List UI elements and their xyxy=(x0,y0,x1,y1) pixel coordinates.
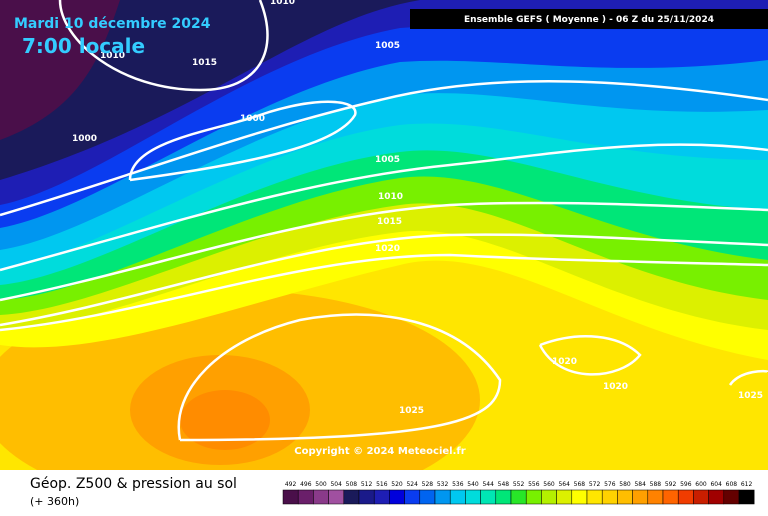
legend-label: 552 xyxy=(513,481,525,488)
footer-title: Géop. Z500 & pression au sol xyxy=(30,476,237,492)
legend-swatch xyxy=(693,489,709,505)
legend-swatch xyxy=(389,489,405,505)
legend-label: 556 xyxy=(528,481,540,488)
legend-label: 544 xyxy=(482,481,494,488)
isobar xyxy=(0,201,768,302)
legend-swatch xyxy=(465,489,481,505)
legend-label: 600 xyxy=(695,481,707,488)
isobar xyxy=(728,369,768,386)
isobar xyxy=(128,100,357,182)
legend-label: 492 xyxy=(285,481,297,488)
legend-swatch xyxy=(525,489,542,505)
isobar xyxy=(0,143,768,272)
isobar-label: 1000 xyxy=(240,114,265,124)
legend-label: 608 xyxy=(726,481,738,488)
isobar xyxy=(177,313,502,442)
legend-swatch xyxy=(647,489,664,505)
legend-label: 596 xyxy=(680,481,692,488)
legend-label: 528 xyxy=(422,481,434,488)
copyright: Copyright © 2024 Meteociel.fr xyxy=(294,446,465,457)
isobar-label: 1005 xyxy=(375,41,400,51)
legend-label: 612 xyxy=(741,481,753,488)
legend-label: 512 xyxy=(361,481,373,488)
isobar xyxy=(538,335,642,376)
isobar-label: 1020 xyxy=(552,357,577,367)
legend-label: 524 xyxy=(406,481,418,488)
legend-label: 532 xyxy=(437,481,449,488)
legend-label: 568 xyxy=(574,481,586,488)
legend-label: 500 xyxy=(315,481,327,488)
isobar xyxy=(0,233,768,327)
legend-swatch xyxy=(677,489,694,505)
legend-swatch xyxy=(556,489,573,505)
legend-label: 592 xyxy=(665,481,677,488)
legend-swatch xyxy=(343,489,360,505)
isobar-label: 1010 xyxy=(100,51,125,61)
isobar-label: 1020 xyxy=(375,244,400,254)
legend-swatch xyxy=(373,489,390,505)
legend-label: 560 xyxy=(543,481,555,488)
legend-swatch xyxy=(313,489,329,505)
isobar-label: 1010 xyxy=(270,0,295,7)
field xyxy=(180,390,270,450)
legend-label: 604 xyxy=(710,481,722,488)
run-box xyxy=(410,9,768,29)
legend-label: 576 xyxy=(604,481,616,488)
legend-swatch xyxy=(632,489,649,505)
legend-swatch xyxy=(449,489,466,505)
legend-label: 540 xyxy=(467,481,479,488)
isobar xyxy=(0,253,768,332)
legend-label: 588 xyxy=(650,481,662,488)
legend-swatch xyxy=(708,489,725,505)
legend-label: 496 xyxy=(300,481,312,488)
legend-label: 508 xyxy=(346,481,358,488)
legend-label: 564 xyxy=(558,481,570,488)
field xyxy=(0,0,120,140)
legend-swatch xyxy=(541,489,557,505)
legend-label: 572 xyxy=(589,481,601,488)
footer-lead: (+ 360h) xyxy=(30,495,79,508)
legend-label: 504 xyxy=(330,481,342,488)
legend-swatch xyxy=(419,489,436,505)
legend-swatch xyxy=(510,489,527,505)
isobar-label: 1010 xyxy=(378,192,403,202)
legend: 492 496 500 504 508 512 516 520 524 528 532 536 540 5… xyxy=(282,481,755,505)
time: 7:00 locale xyxy=(22,34,145,58)
legend-swatch xyxy=(601,489,618,505)
run: Ensemble GEFS ( Moyenne ) - 06 Z du 25/1… xyxy=(464,15,714,25)
date: Mardi 10 décembre 2024 xyxy=(14,16,211,32)
isobar-label: 1000 xyxy=(72,134,97,144)
legend-swatch xyxy=(434,489,451,505)
isobar-label: 1015 xyxy=(192,58,217,68)
isobar xyxy=(0,80,768,217)
legend-label: 536 xyxy=(452,481,464,488)
legend-swatch xyxy=(571,489,588,505)
legend-swatch xyxy=(297,489,314,505)
isobar-label: 1005 xyxy=(375,155,400,165)
isobar-label: 1025 xyxy=(399,406,424,416)
legend-swatch xyxy=(282,489,299,505)
isobar-label: 1020 xyxy=(603,382,628,392)
legend-label: 548 xyxy=(498,481,510,488)
legend-label: 584 xyxy=(634,481,646,488)
isobars xyxy=(0,0,768,442)
legend-label: 580 xyxy=(619,481,631,488)
legend-swatch xyxy=(328,489,345,505)
legend-swatch xyxy=(480,489,497,505)
legend-swatch xyxy=(495,489,512,505)
legend-swatch xyxy=(617,489,633,505)
legend-swatch xyxy=(723,489,740,505)
legend-swatch xyxy=(358,489,375,505)
legend-swatch xyxy=(662,489,679,505)
legend-label: 520 xyxy=(391,481,403,488)
legend-label: 516 xyxy=(376,481,388,488)
legend-swatch xyxy=(586,489,603,505)
legend-swatch xyxy=(738,489,755,505)
isobar-label: 1015 xyxy=(377,217,402,227)
legend-swatch xyxy=(404,489,421,505)
isobar xyxy=(58,0,269,92)
isobar-label: 1025 xyxy=(738,391,763,401)
